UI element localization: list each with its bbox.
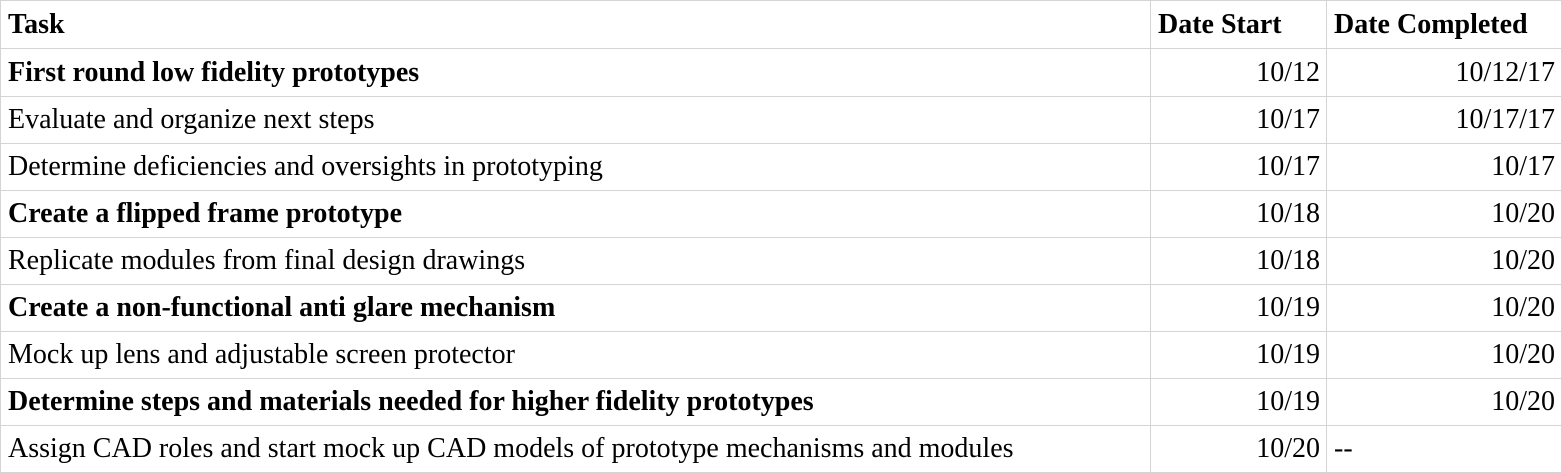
table-row: Mock up lens and adjustable screen prote… (1, 332, 1561, 379)
task-cell: Create a non-functional anti glare mecha… (1, 285, 1151, 332)
task-cell: Evaluate and organize next steps (1, 97, 1151, 144)
task-cell: Assign CAD roles and start mock up CAD m… (1, 426, 1151, 473)
table-row: Evaluate and organize next steps 10/17 1… (1, 97, 1561, 144)
date-start-cell: 10/18 (1151, 191, 1327, 238)
date-completed-cell: 10/20 (1327, 191, 1561, 238)
task-cell: Mock up lens and adjustable screen prote… (1, 332, 1151, 379)
date-completed-cell: 10/20 (1327, 379, 1561, 426)
table-row: First round low fidelity prototypes 10/1… (1, 49, 1561, 97)
date-start-cell: 10/17 (1151, 97, 1327, 144)
date-completed-cell: 10/20 (1327, 238, 1561, 285)
task-cell: First round low fidelity prototypes (1, 49, 1151, 97)
date-completed-cell: -- (1327, 426, 1561, 473)
table-row: Create a flipped frame prototype 10/18 1… (1, 191, 1561, 238)
table-row: Determine steps and materials needed for… (1, 379, 1561, 426)
date-start-cell: 10/18 (1151, 238, 1327, 285)
date-start-cell: 10/19 (1151, 379, 1327, 426)
table-row: Create a non-functional anti glare mecha… (1, 285, 1561, 332)
date-start-cell: 10/19 (1151, 332, 1327, 379)
header-row: Task Date Start Date Completed (1, 1, 1561, 49)
task-cell: Create a flipped frame prototype (1, 191, 1151, 238)
date-start-cell: 10/12 (1151, 49, 1327, 97)
header-task: Task (1, 1, 1151, 49)
date-completed-cell: 10/20 (1327, 332, 1561, 379)
date-completed-cell: 10/12/17 (1327, 49, 1561, 97)
date-completed-cell: 10/17 (1327, 144, 1561, 191)
header-date-start: Date Start (1151, 1, 1327, 49)
table-row: Determine deficiencies and oversights in… (1, 144, 1561, 191)
date-start-cell: 10/20 (1151, 426, 1327, 473)
date-completed-cell: 10/17/17 (1327, 97, 1561, 144)
task-cell: Determine steps and materials needed for… (1, 379, 1151, 426)
task-cell: Replicate modules from final design draw… (1, 238, 1151, 285)
date-start-cell: 10/17 (1151, 144, 1327, 191)
table-row: Replicate modules from final design draw… (1, 238, 1561, 285)
header-date-completed: Date Completed (1327, 1, 1561, 49)
table-row: Assign CAD roles and start mock up CAD m… (1, 426, 1561, 473)
task-cell: Determine deficiencies and oversights in… (1, 144, 1151, 191)
date-completed-cell: 10/20 (1327, 285, 1561, 332)
date-start-cell: 10/19 (1151, 285, 1327, 332)
